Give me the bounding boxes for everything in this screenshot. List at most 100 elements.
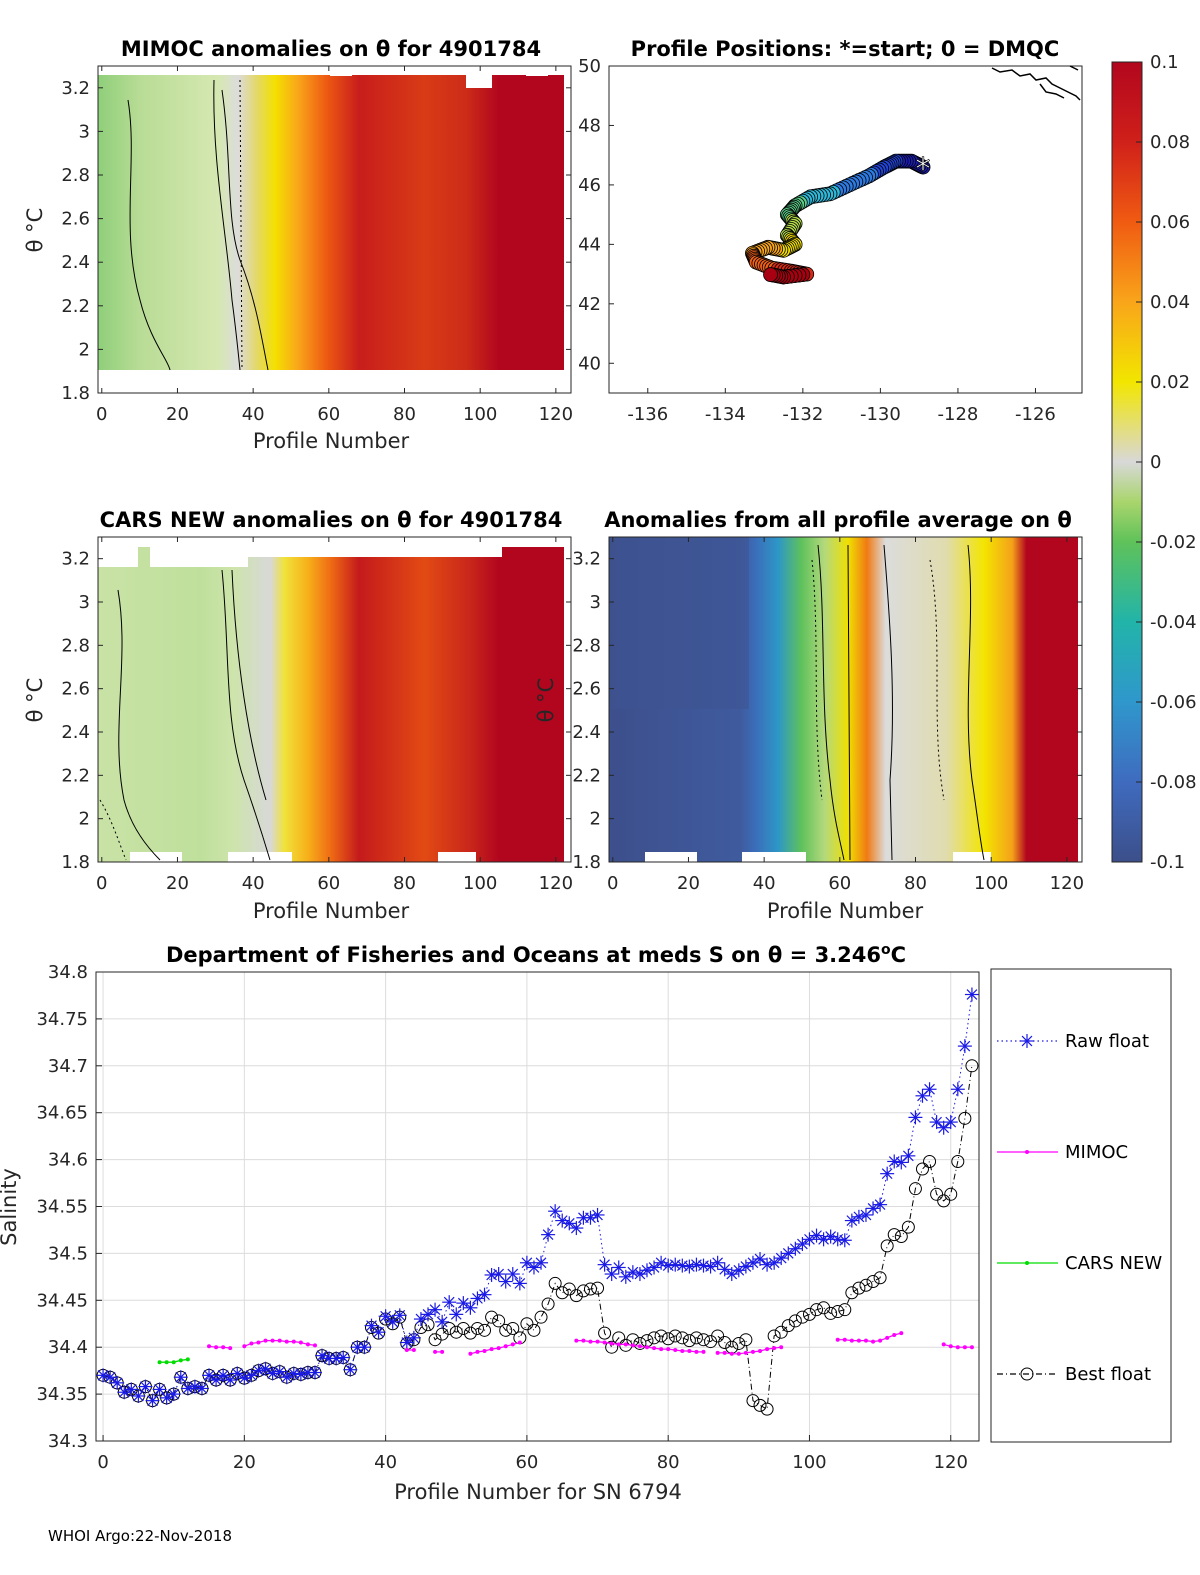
best-float-marker [732,1336,746,1350]
mimoc-marker [871,1339,876,1344]
x-tick-label: 80 [393,404,416,425]
mimoc-marker [863,1338,868,1343]
average-panel: Anomalies from all profile average on θ … [534,508,1084,923]
mimoc-marker [715,1350,720,1355]
y-tick-label: 2 [79,809,90,830]
mimoc-marker [228,1346,233,1351]
raw-float-marker [874,1199,886,1210]
positions-ticks: -136 -134 -132 -130 -128 -126 40 42 44 46 48 50 [578,56,1056,425]
cars-heatmap [98,547,564,862]
mimoc-marker [433,1349,438,1354]
mimoc-marker [885,1335,890,1340]
best-float-marker [887,1228,901,1242]
best-float-marker [682,1334,696,1348]
raw-float-marker [648,1262,660,1273]
mimoc-marker [496,1346,501,1351]
best-float-marker [781,1319,795,1333]
x-tick-label: 120 [1050,873,1084,894]
best-float-marker [485,1310,499,1324]
best-float-marker [456,1321,470,1335]
mimoc-marker [475,1349,480,1354]
best-float-marker [923,1154,937,1168]
mimoc-marker [673,1348,678,1353]
best-float-line [102,1065,973,1410]
mimoc-marker [941,1342,946,1347]
mimoc-heatmap [98,75,564,370]
salinity-title-main: Department of Fisheries and Oceans at me… [166,943,881,967]
salinity-title: Department of Fisheries and Oceans at me… [166,942,906,967]
average-ticks: 0 20 40 60 80 100 120 1.8 2 2.2 2.4 2.6 2.8 3 3.2 [572,537,1084,894]
x-tick-label: 120 [934,1452,968,1473]
raw-float-marker [196,1383,208,1394]
raw-float-marker [613,1262,625,1273]
best-float-marker [534,1310,548,1324]
colorbar-tick-label: 0.06 [1150,212,1190,233]
best-float-marker [463,1326,477,1340]
mimoc-marker [503,1344,508,1349]
raw-float-marker [337,1352,349,1363]
credit-text: WHOI Argo:22-Nov-2018 [48,1527,232,1545]
raw-float-marker [881,1168,893,1180]
raw-float-marker [422,1308,434,1320]
raw-float-marker [457,1297,469,1309]
average-ylabel: θ °C [534,678,558,723]
raw-float-marker [549,1205,561,1217]
y-tick-label: 34.3 [48,1431,88,1452]
raw-float-marker [599,1259,610,1271]
raw-float-marker [133,1390,144,1402]
raw-float-marker [408,1332,420,1344]
mimoc-marker [263,1338,268,1343]
positions-panel: * Profile Positions: *=start; 0 = DMQC -… [578,37,1083,425]
raw-float-marker [754,1253,766,1265]
raw-float-marker [627,1266,639,1278]
x-tick-label: 20 [233,1452,256,1473]
y-tick-label: 34.35 [36,1384,88,1405]
y-tick-label: 34.65 [36,1103,88,1124]
best-float-marker [845,1286,859,1300]
y-tick-label: 2.8 [61,165,90,186]
y-tick-label: 34.6 [48,1150,88,1171]
y-tick-label: 42 [578,294,601,315]
raw-float-marker [168,1388,180,1400]
x-tick-label: 80 [904,873,927,894]
raw-float-marker [231,1368,243,1379]
salinity-ylabel: Salinity [0,1168,21,1246]
legend-label: Raw float [1065,1031,1149,1052]
mimoc-marker [722,1350,727,1355]
raw-float-marker [189,1381,201,1392]
raw-float-marker [246,1369,257,1381]
raw-float-marker [359,1341,370,1353]
mimoc-marker [955,1345,960,1350]
best-float-marker [746,1394,760,1408]
y-tick-label: 46 [578,175,601,196]
y-tick-label: 2.4 [61,722,90,743]
x-tick-label: 60 [515,1452,538,1473]
raw-float-marker [945,1116,957,1128]
mimoc-marker [701,1349,706,1354]
best-float-marker [697,1333,711,1347]
x-tick-label: -130 [860,404,901,425]
raw-float-marker [662,1260,674,1271]
best-float-marker [689,1331,703,1345]
mimoc-line [837,1332,902,1343]
x-tick-label: 0 [96,873,107,894]
mimoc-marker [574,1338,579,1343]
mimoc-marker [305,1342,310,1347]
mimoc-marker [284,1339,289,1344]
salinity-series [96,987,979,1416]
best-float-marker [478,1323,492,1337]
best-float-marker [633,1336,647,1350]
y-tick-label: 34.8 [48,962,88,983]
mimoc-marker [899,1331,904,1336]
best-float-marker [675,1331,689,1345]
y-tick-label: 3 [590,592,601,613]
best-float-marker [831,1305,845,1319]
raw-float-marker [719,1263,731,1275]
mimoc-marker [602,1340,607,1345]
raw-float-marker [966,989,978,1000]
best-float-marker [506,1321,520,1335]
best-float-marker [810,1303,824,1317]
mimoc-marker [595,1339,600,1344]
y-tick-label: 34.4 [48,1337,88,1358]
